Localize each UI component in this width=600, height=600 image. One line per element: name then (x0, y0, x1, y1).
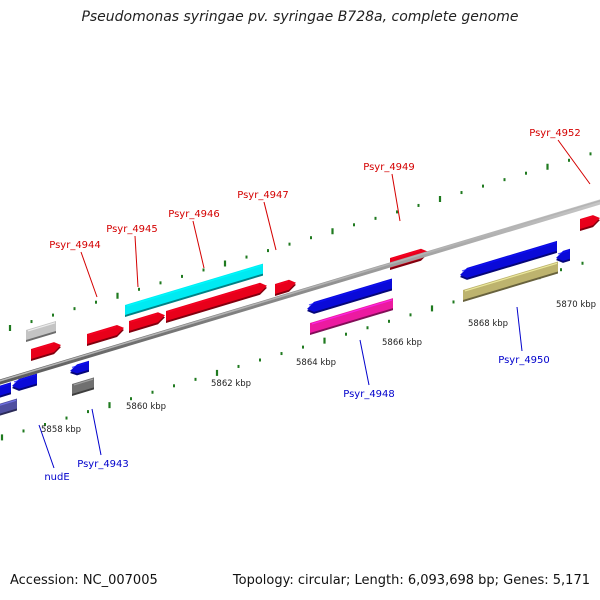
genes_top-label: Psyr_4949 (363, 162, 415, 173)
gene-arrow (31, 342, 61, 361)
scale-ticks (0, 152, 592, 441)
genes_top-label: Psyr_4945 (106, 224, 158, 235)
scale-label: 5866 kbp (382, 338, 422, 348)
genes_bottom-label: nudE (44, 472, 69, 483)
leader-line (557, 139, 591, 185)
gene-arrow (125, 263, 263, 317)
gene-arrow (463, 261, 558, 302)
map-title: Pseudomonas syringae pv. syringae B728a,… (81, 9, 519, 25)
gene-arrow (87, 325, 124, 346)
leader-line (263, 201, 277, 251)
gene-arrow (129, 312, 165, 333)
genes_top-label: Psyr_4946 (168, 209, 220, 220)
leader-line (391, 173, 401, 222)
gene-arrow (275, 279, 296, 296)
leader-line (91, 408, 102, 456)
scale-labels: 5858 kbp 5860 kbp 5862 kbp 5864 kbp 5866 kbp… (41, 300, 596, 435)
scale-label: 5858 kbp (41, 425, 81, 435)
leader-line (38, 424, 55, 469)
scale-label: 5862 kbp (211, 379, 251, 389)
genes_bottom-label: Psyr_4950 (498, 355, 550, 366)
scale-label: 5870 kbp (556, 300, 596, 310)
genes_bottom-label: Psyr_4948 (343, 389, 395, 400)
gene-arrow (0, 398, 17, 416)
leader-line (80, 251, 98, 298)
scale-label: 5868 kbp (468, 319, 508, 329)
gene-arrow (70, 360, 89, 376)
leader-line (359, 339, 370, 386)
accession-text: Accession: NC_007005 (10, 573, 158, 588)
gene-labels: Psyr_4944 Psyr_4945 Psyr_4946 Psyr_4947 Psyr… (44, 128, 580, 483)
gene-arrow (580, 215, 600, 231)
genes_bottom-label: Psyr_4943 (77, 459, 129, 470)
genes_top-label: Psyr_4952 (529, 128, 581, 139)
gene-arrow (12, 373, 37, 391)
scale-label: 5864 kbp (296, 358, 336, 368)
gene-features (0, 215, 600, 416)
leader-line (516, 306, 523, 352)
scale-label: 5860 kbp (126, 402, 166, 412)
gene-arrow (556, 248, 570, 263)
gene-arrow (72, 377, 94, 396)
genes_top-label: Psyr_4947 (237, 190, 289, 201)
gene-arrow (307, 278, 392, 314)
label-leaders (38, 139, 591, 469)
genome-summary: Topology: circular; Length: 6,093,698 bp… (232, 573, 590, 588)
leader-line (192, 220, 205, 269)
genome-backbone (0, 199, 600, 385)
gene-arrow (166, 282, 267, 323)
gene-arrow (26, 321, 56, 342)
gene-arrow (0, 382, 11, 398)
gene-arrow (460, 240, 557, 280)
gene-arrow (310, 298, 393, 335)
leader-line (134, 235, 139, 288)
genes_top-label: Psyr_4944 (49, 240, 101, 251)
